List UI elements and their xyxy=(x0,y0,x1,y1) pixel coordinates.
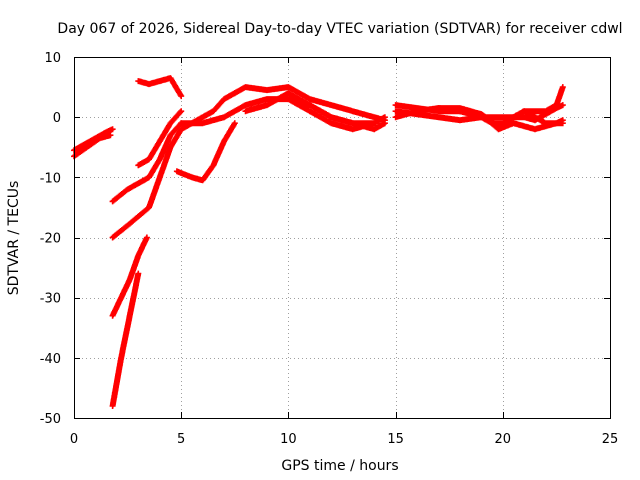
series-s11 xyxy=(231,84,388,124)
series-s6-points xyxy=(109,120,185,205)
y-tick-label: -50 xyxy=(40,412,61,427)
series-s12 xyxy=(242,90,388,133)
chart-title: Day 067 of 2026, Sidereal Day-to-day VTE… xyxy=(57,21,622,37)
y-tick-label: -40 xyxy=(40,352,61,367)
series-s7-points xyxy=(135,108,185,169)
y-tick-label: 0 xyxy=(53,111,61,126)
series-s12-points xyxy=(242,90,388,133)
series-s4-points xyxy=(109,234,150,319)
series-s3 xyxy=(109,270,142,409)
plot-frame xyxy=(74,57,611,419)
y-tick-label: -20 xyxy=(40,232,61,247)
series-s7 xyxy=(135,108,185,169)
x-tick-label: 5 xyxy=(177,432,185,447)
y-axis-title: SDTVAR / TECUs xyxy=(6,181,22,296)
y-tick-label: -30 xyxy=(40,292,61,307)
tick-labels: 0 5 10 15 20 25 -50 -40 -30 -20 -10 0 10 xyxy=(40,51,619,447)
series-s13-points xyxy=(285,96,378,133)
series-s9 xyxy=(173,120,238,184)
series-s8 xyxy=(135,75,185,100)
y-tick-label: 10 xyxy=(44,51,61,66)
x-tick-label: 20 xyxy=(495,432,512,447)
series-s8-points xyxy=(135,75,185,100)
x-tick-label: 10 xyxy=(280,432,297,447)
x-tick-label: 15 xyxy=(387,432,404,447)
series-s6 xyxy=(109,120,185,205)
x-axis-title: GPS time / hours xyxy=(281,458,398,474)
x-tick-label: 0 xyxy=(70,432,78,447)
series-s5-points xyxy=(109,90,238,241)
series-s4 xyxy=(109,234,150,319)
x-tick-label: 25 xyxy=(602,432,619,447)
data-marks xyxy=(71,75,566,409)
y-tick-label: -10 xyxy=(40,171,61,186)
series-s5 xyxy=(109,90,238,241)
series-s3-points xyxy=(109,270,142,409)
series-s13 xyxy=(285,96,378,133)
series-s9-points xyxy=(173,120,238,184)
series-s17 xyxy=(435,105,566,133)
series-s11-points xyxy=(231,84,388,124)
series-s17-points xyxy=(435,105,566,133)
